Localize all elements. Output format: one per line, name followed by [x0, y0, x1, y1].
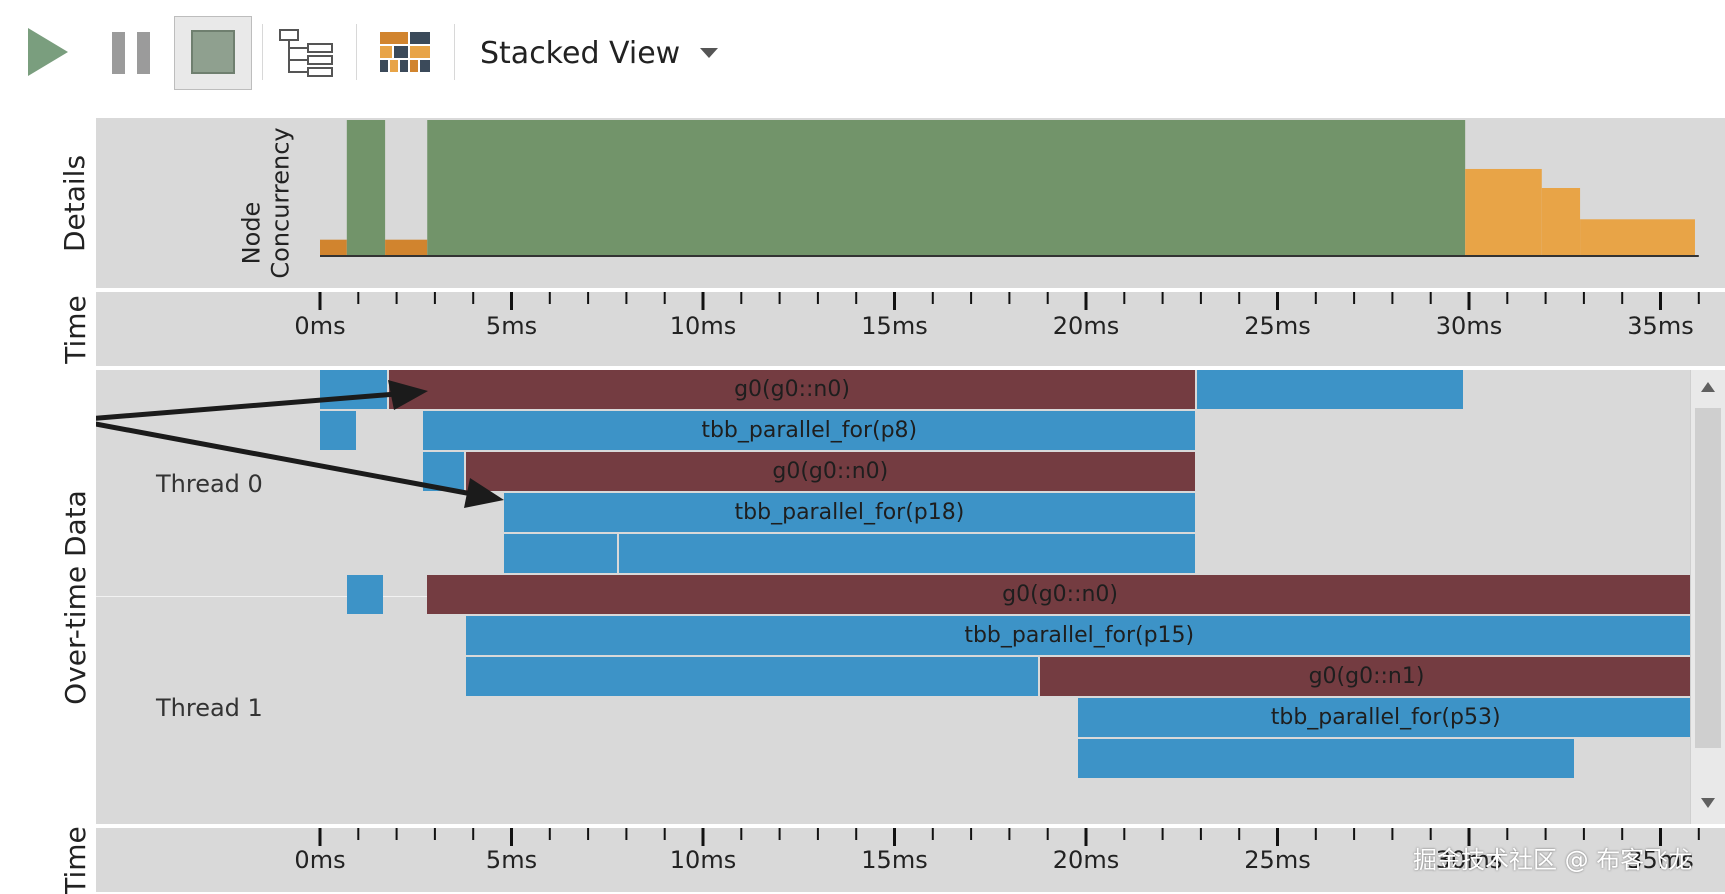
graph-node-bar[interactable]: g0(g0::n0)	[427, 575, 1690, 614]
time-tick-label: 25ms	[1244, 846, 1311, 874]
toolbar: Stacked View	[0, 0, 1725, 112]
toolbar-separator	[454, 24, 455, 80]
concurrency-segment	[385, 239, 428, 256]
time-tick-label: 10ms	[669, 312, 737, 340]
task-bar[interactable]: tbb_parallel_for(p8)	[423, 411, 1196, 450]
concurrency-chart	[320, 120, 1699, 257]
time-tick-label: 30ms	[1435, 846, 1503, 874]
toolbar-separator	[262, 24, 263, 80]
time-tick-label: 5ms	[485, 846, 538, 874]
task-bar[interactable]	[320, 370, 387, 409]
pause-button[interactable]	[108, 28, 156, 76]
scroll-up-icon[interactable]	[1699, 378, 1717, 396]
task-bar[interactable]	[465, 657, 1039, 696]
task-bar[interactable]	[346, 575, 384, 614]
thread-1-label: Thread 1	[156, 694, 263, 722]
time-tick-label: 20ms	[1052, 312, 1120, 340]
task-bar[interactable]: tbb_parallel_for(p53)	[1078, 698, 1690, 737]
vertical-scrollbar[interactable]	[1690, 370, 1725, 824]
task-bar[interactable]	[1197, 370, 1464, 409]
chevron-down-icon	[700, 48, 718, 58]
time-side-label-bottom: Time	[58, 825, 92, 894]
concurrency-segment	[427, 120, 1466, 256]
time-axis-bottom-ticks	[318, 828, 1700, 846]
task-bar[interactable]	[618, 534, 1196, 573]
scroll-thumb[interactable]	[1695, 408, 1721, 748]
task-bar[interactable]	[1078, 739, 1575, 778]
thread-0-label: Thread 0	[156, 470, 263, 498]
concurrency-segment	[320, 239, 347, 256]
graph-node-bar[interactable]: g0(g0::n0)	[465, 452, 1196, 491]
task-bar[interactable]	[320, 411, 357, 450]
task-bar[interactable]: tbb_parallel_for(p15)	[465, 616, 1690, 655]
scroll-down-icon[interactable]	[1699, 794, 1717, 812]
task-bar[interactable]	[423, 452, 464, 491]
time-side-label-top: Time	[58, 294, 92, 364]
concurrency-segment	[1580, 219, 1695, 256]
details-panel: Node Concurrency	[96, 118, 1725, 288]
time-tick-label: 0ms	[294, 312, 346, 340]
concurrency-segment	[1541, 188, 1581, 256]
tree-view-icon	[279, 29, 333, 77]
color-palette-icon	[380, 32, 430, 72]
time-axis-bottom: 0ms 5ms 10ms 15ms 20ms 25ms 30ms 35ms	[96, 828, 1725, 892]
color-palette-button[interactable]	[378, 30, 432, 74]
toolbar-separator	[356, 24, 357, 80]
view-mode-label: Stacked View	[480, 36, 681, 71]
graph-node-bar[interactable]: g0(g0::n1)	[1040, 657, 1690, 696]
time-tick-label: 15ms	[861, 312, 928, 340]
task-bar[interactable]: tbb_parallel_for(p18)	[503, 493, 1196, 532]
time-tick-label: 10ms	[669, 846, 737, 874]
task-bar[interactable]	[503, 534, 617, 573]
time-tick-label: 35ms	[1627, 312, 1694, 340]
overtime-data-panel: g0(g0::n0) tbb_parallel_for(p8) g0(g0::n0)…	[96, 370, 1690, 824]
overtime-side-label: Over-time Data	[58, 489, 92, 705]
time-tick-label: 0ms	[294, 846, 346, 874]
watermark: 掘金技术社区 @ 布客飞龙	[1413, 846, 1693, 874]
time-tick-label: 15ms	[861, 846, 928, 874]
stop-icon	[191, 30, 235, 74]
graph-node-bar[interactable]: g0(g0::n0)	[388, 370, 1196, 409]
tree-view-button[interactable]	[278, 26, 336, 80]
play-button[interactable]	[22, 24, 72, 80]
time-axis-top: 0ms 5ms 10ms 15ms 20ms 25ms 30ms 35ms	[96, 292, 1725, 366]
details-side-label: Details	[58, 154, 92, 252]
play-icon	[28, 28, 68, 76]
time-tick-label: 5ms	[485, 312, 538, 340]
stop-button[interactable]	[174, 16, 252, 90]
time-tick-label: 25ms	[1244, 312, 1311, 340]
time-tick-label: 35ms	[1627, 846, 1694, 874]
time-tick-label: 30ms	[1435, 312, 1503, 340]
pause-icon	[112, 32, 150, 74]
time-tick-label: 20ms	[1052, 846, 1120, 874]
time-axis-top-ticks	[318, 292, 1700, 310]
concurrency-segment	[346, 120, 386, 256]
concurrency-segment	[1465, 168, 1542, 256]
